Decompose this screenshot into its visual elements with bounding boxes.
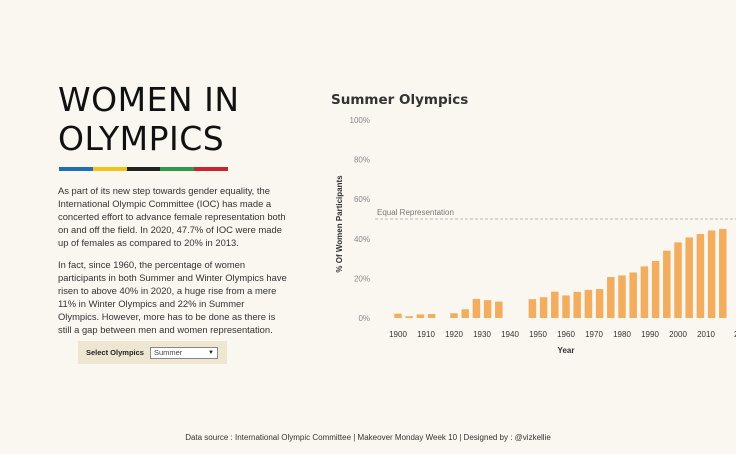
bar-2012 xyxy=(707,230,716,318)
chart-title: Summer Olympics xyxy=(331,92,469,108)
bar-1924 xyxy=(461,309,469,318)
color-bar-red xyxy=(194,167,228,171)
bar-1920 xyxy=(450,313,458,318)
bar-2004 xyxy=(685,237,693,318)
bar-2000 xyxy=(674,242,682,318)
x-tick-label: 1920 xyxy=(445,330,463,339)
intro-paragraph-2: In fact, since 1960, the percentage of w… xyxy=(58,259,287,335)
bar-1980 xyxy=(618,275,626,318)
bar-1992 xyxy=(651,260,660,318)
x-tick-label: 1970 xyxy=(585,330,603,339)
bar-1984 xyxy=(629,272,637,318)
x-tick-label: 2010 xyxy=(697,330,715,339)
x-tick-label: 1910 xyxy=(417,330,435,339)
olympics-selector: Select Olympics Summer ▼ xyxy=(78,341,227,364)
bar-2016 xyxy=(719,228,727,318)
x-tick-label: 20 xyxy=(734,330,736,339)
color-bar-black xyxy=(126,167,161,171)
bar-1932 xyxy=(483,300,492,318)
caret-down-icon: ▼ xyxy=(208,349,214,356)
y-tick-label: 60% xyxy=(354,195,370,204)
y-tick-label: 0% xyxy=(358,314,370,323)
color-bar-green xyxy=(160,167,195,171)
bar-1996 xyxy=(663,250,671,318)
title-line-1: WOMEN IN xyxy=(58,80,240,119)
y-tick-label: 40% xyxy=(354,235,370,244)
bar-1952 xyxy=(539,297,548,318)
bar-1948 xyxy=(528,299,537,318)
x-tick-label: 1940 xyxy=(501,330,519,339)
reference-line-label: Equal Representation xyxy=(377,208,454,217)
bar-1912 xyxy=(427,314,436,318)
color-bar-blue xyxy=(59,167,93,171)
bar-1976 xyxy=(607,277,615,318)
footer-credits: Data source : International Olympic Comm… xyxy=(185,433,551,442)
olympic-color-bar xyxy=(59,167,228,171)
color-bar-yellow xyxy=(92,167,127,171)
x-tick-label: 2000 xyxy=(669,330,687,339)
bar-1956 xyxy=(551,291,559,318)
x-tick-label: 1900 xyxy=(389,330,407,339)
bar-1936 xyxy=(495,301,503,318)
bar-1960 xyxy=(562,295,570,318)
bar-1928 xyxy=(472,298,481,318)
x-tick-label: 1960 xyxy=(557,330,575,339)
selector-label: Select Olympics xyxy=(86,348,144,357)
y-axis-label: % Of Women Participants xyxy=(335,175,344,273)
bar-1904 xyxy=(405,316,413,318)
bar-1908 xyxy=(416,314,425,318)
x-axis-label: Year xyxy=(558,346,575,355)
bar-1964 xyxy=(573,291,581,318)
bar-1900 xyxy=(394,313,402,318)
x-tick-label: 1990 xyxy=(641,330,659,339)
bar-chart: 0% 20% 40% 60% 80% 100% % Of Women Participant… xyxy=(335,116,736,355)
title-line-2: OLYMPICS xyxy=(58,119,225,158)
x-tick-label: 1980 xyxy=(613,330,631,339)
y-tick-label: 20% xyxy=(354,274,370,283)
y-tick-label: 80% xyxy=(354,156,370,165)
y-tick-label: 100% xyxy=(350,116,370,125)
x-tick-label: 1950 xyxy=(529,330,547,339)
bar-1972 xyxy=(595,289,604,318)
intro-paragraph-1: As part of its new step towards gender e… xyxy=(58,185,286,248)
bar-1968 xyxy=(584,289,593,318)
page-title: WOMEN IN OLYMPICS xyxy=(58,80,240,158)
bar-1988 xyxy=(640,266,649,318)
bar-2008 xyxy=(696,234,705,318)
olympics-dropdown[interactable]: Summer ▼ xyxy=(149,346,218,359)
x-tick-label: 1930 xyxy=(473,330,491,339)
dropdown-value: Summer xyxy=(153,348,183,357)
